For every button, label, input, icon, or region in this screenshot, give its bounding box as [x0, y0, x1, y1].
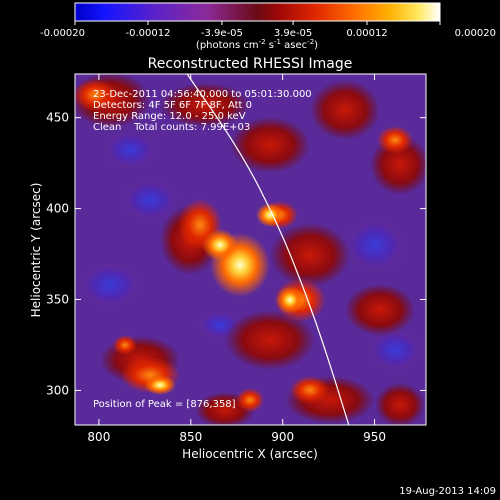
hot-blob: [202, 229, 238, 261]
cool-blob: [104, 132, 156, 168]
red-blob: [375, 383, 425, 425]
warm-blob: [75, 79, 117, 111]
red-blob: [345, 284, 415, 336]
colorbar-tick-label: -0.00020: [40, 28, 85, 39]
colorbar: -0.00020 -0.00012 -3.9e-05 3.9e-05 0.00012 0.…: [40, 2, 496, 51]
cool-blob: [122, 180, 178, 220]
x-tick-label: 800: [87, 430, 110, 444]
annotation-clean-counts: Clean Total counts: 7.99E+03: [93, 122, 250, 133]
solar-limb-curve: [186, 74, 350, 425]
red-blob: [225, 310, 315, 370]
y-tick-label: 450: [46, 111, 69, 125]
red-blob: [270, 223, 350, 287]
y-tick-label: 400: [46, 202, 69, 216]
x-tick-label: 950: [363, 430, 386, 444]
annotation-energy-range: Energy Range: 12.0 - 25.0 keV: [93, 111, 246, 122]
y-tick-label: 350: [46, 293, 69, 307]
red-blob: [160, 83, 250, 127]
colorbar-units: (photons cm-2 s-1 asec-2): [196, 38, 318, 51]
annotations: 23-Dec-2011 04:56:40.000 to 05:01:30.000…: [93, 89, 312, 410]
hot-blob: [276, 286, 304, 314]
y-tick-label: 300: [46, 383, 69, 397]
warm-blob: [236, 388, 264, 412]
annotation-peak-position: Position of Peak = [876,358]: [93, 399, 236, 410]
colorbar-tick-label: -3.9e-05: [201, 28, 243, 39]
colorbar-tick-label: -0.00012: [126, 28, 171, 39]
y-axis-ticks: 300 350 400 450: [46, 111, 426, 397]
colorbar-tick-label: 3.9e-05: [274, 28, 312, 39]
y-axis-label: Heliocentric Y (arcsec): [29, 183, 43, 318]
x-axis-label: Heliocentric X (arcsec): [182, 447, 318, 461]
warm-blob: [113, 335, 137, 355]
annotation-detectors: Detectors: 4F 5F 6F 7F 8F, Att 0: [93, 100, 252, 111]
hot-blob: [144, 375, 176, 395]
colorbar-ticks: -0.00020 -0.00012 -3.9e-05 3.9e-05 0.00012 0.…: [40, 21, 496, 39]
colorbar-tick-label: 0.00012: [346, 28, 387, 39]
annotation-time-range: 23-Dec-2011 04:56:40.000 to 05:01:30.000: [93, 89, 312, 100]
chart-title: Reconstructed RHESSI Image: [148, 56, 353, 72]
cool-blob: [345, 219, 405, 271]
heatmap-image: [75, 74, 426, 425]
cool-blob: [369, 330, 421, 370]
hot-blob: [256, 203, 284, 227]
red-blob: [310, 80, 380, 140]
x-tick-label: 850: [179, 430, 202, 444]
colorbar-strip: [74, 2, 441, 22]
plot-frame: [74, 73, 427, 426]
colorbar-tick-label: 0.00020: [455, 28, 496, 39]
x-axis-ticks: 800 850 900 950: [87, 74, 386, 444]
red-blob: [230, 117, 310, 173]
warm-blob: [290, 376, 330, 404]
x-tick-label: 900: [271, 430, 294, 444]
footer-timestamp: 19-Aug-2013 14:09: [399, 486, 496, 497]
heatmap-cool-regions: [80, 132, 421, 370]
heatmap-hot-regions: [144, 203, 304, 395]
warm-blob: [377, 126, 413, 154]
cool-blob: [80, 263, 140, 307]
